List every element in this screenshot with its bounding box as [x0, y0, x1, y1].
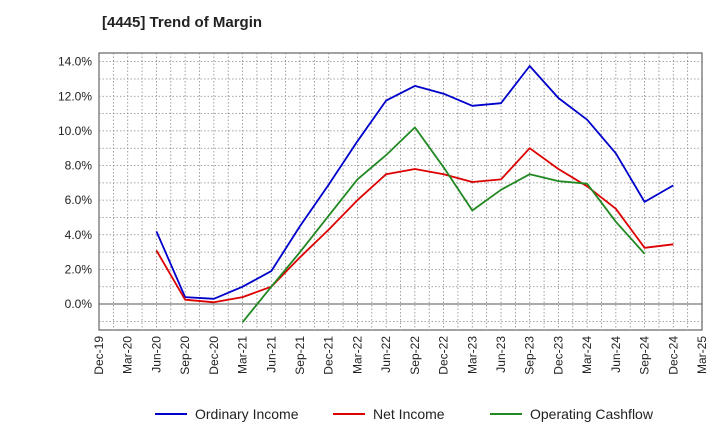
x-tick-label: Mar-21	[236, 336, 250, 374]
x-tick-label: Sep-24	[638, 336, 652, 375]
x-tick-label: Sep-22	[408, 336, 422, 375]
chart-title: [4445] Trend of Margin	[102, 14, 263, 31]
x-tick-label: Sep-20	[178, 336, 192, 375]
legend-label-operating-cashflow: Operating Cashflow	[530, 406, 654, 422]
x-tick-label: Jun-23	[494, 336, 508, 373]
x-tick-label: Sep-23	[523, 336, 537, 375]
y-tick-label: 10.0%	[58, 124, 92, 138]
y-tick-label: 8.0%	[65, 159, 93, 173]
x-tick-label: Mar-22	[350, 336, 364, 374]
x-tick-label: Mar-25	[695, 336, 709, 374]
x-tick-label: Dec-19	[92, 336, 106, 375]
series-line-operating-cashflow	[241, 126, 646, 323]
y-tick-label: 2.0%	[65, 262, 93, 276]
x-tick-label: Mar-20	[121, 336, 135, 374]
legend-label-ordinary-income: Ordinary Income	[195, 406, 299, 422]
x-tick-label: Mar-24	[580, 336, 594, 374]
y-tick-label: 4.0%	[65, 228, 93, 242]
series-line-net-income	[155, 147, 674, 304]
y-tick-label: 6.0%	[65, 193, 93, 207]
x-tick-label: Dec-24	[666, 336, 680, 375]
y-tick-label: 0.0%	[65, 297, 93, 311]
legend-label-net-income: Net Income	[373, 406, 445, 422]
y-tick-label: 14.0%	[58, 55, 92, 69]
y-tick-label: 12.0%	[58, 89, 92, 103]
x-tick-label: Jun-22	[379, 336, 393, 373]
x-tick-label: Jun-21	[264, 336, 278, 373]
series-line-ordinary-income	[155, 65, 674, 300]
x-tick-label: Jun-24	[609, 336, 623, 373]
x-tick-label: Jun-20	[149, 336, 163, 373]
x-tick-label: Dec-23	[551, 336, 565, 375]
x-tick-label: Sep-21	[293, 336, 307, 375]
x-tick-label: Dec-21	[322, 336, 336, 375]
x-tick-label: Dec-20	[207, 336, 221, 375]
x-tick-label: Mar-23	[465, 336, 479, 374]
x-tick-label: Dec-22	[437, 336, 451, 375]
